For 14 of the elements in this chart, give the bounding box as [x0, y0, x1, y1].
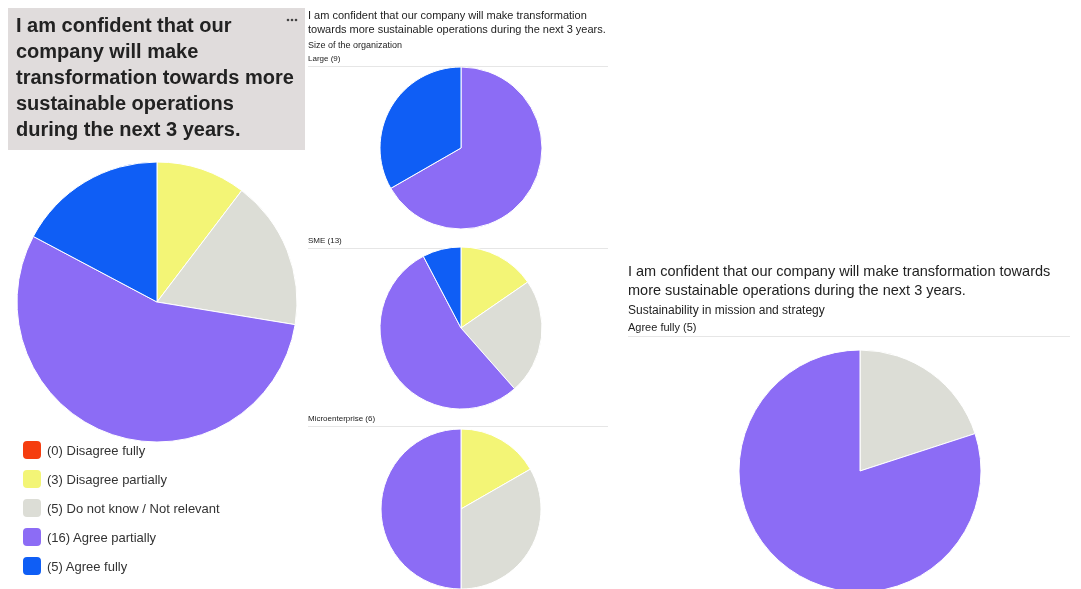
legend-label: (16) Agree partially — [47, 529, 157, 545]
text: Microenterprise (6) — [308, 414, 608, 427]
text: Agree fully (5) — [628, 320, 1070, 337]
chart-subtitle: Size of the organization — [308, 39, 404, 50]
chart-title: I am confident that our company will make transformation towards more sustainable operations during the next 3 years. — [628, 262, 1052, 300]
chart-subtitle: Sustainability in mission and strategy — [628, 302, 826, 317]
text: Large (9) — [308, 53, 608, 67]
chart-title: I am confident that our company will make transformation towards more sustainable operations during the next 3 years. — [8, 8, 305, 150]
chart-title: I am confident that our company will make transformation towards more sustainable operations during the next 3 years. — [308, 8, 607, 37]
legend-label: (5) Do not know / Not relevant — [47, 500, 221, 516]
legend-label: (0) Disagree fully — [47, 442, 146, 458]
legend-label: (5) Agree fully — [47, 558, 128, 574]
text: SME (13) — [308, 236, 608, 249]
legend-label: (3) Disagree partially — [47, 471, 168, 487]
